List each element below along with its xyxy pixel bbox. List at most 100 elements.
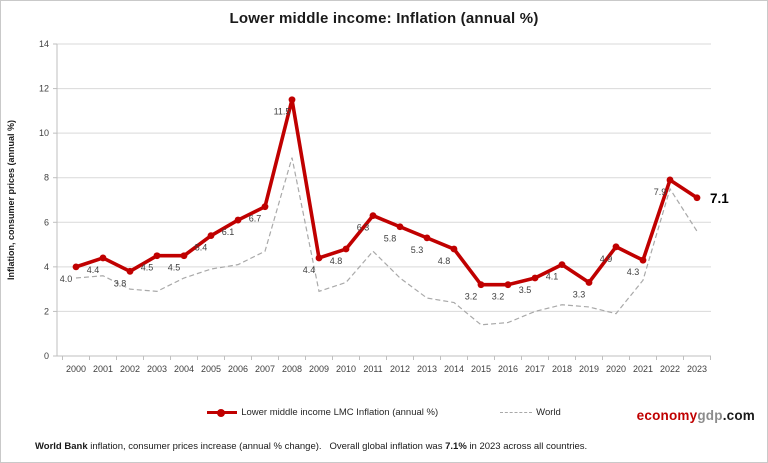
data-point-label: 4.4 xyxy=(303,265,316,275)
data-point xyxy=(504,281,512,289)
x-tick-label: 2001 xyxy=(93,364,113,374)
data-point xyxy=(369,212,377,220)
x-tick-label: 2022 xyxy=(660,364,680,374)
data-point-label: 7.9 xyxy=(654,187,667,197)
data-point-label: 4.9 xyxy=(600,254,613,264)
data-point xyxy=(234,216,242,224)
x-tick-label: 2016 xyxy=(498,364,518,374)
x-tick-label: 2021 xyxy=(633,364,653,374)
line-chart: 0 2 4 6 8 10 12 14 2000 2001 2002 2003 2004 2005 2006 2… xyxy=(6,39,729,374)
data-point-label: 6.1 xyxy=(222,227,235,237)
data-point-label: 3.8 xyxy=(114,278,127,288)
data-point-label: 5.4 xyxy=(195,243,208,253)
data-point-label: 5.8 xyxy=(384,234,397,244)
data-point xyxy=(288,96,296,104)
data-point xyxy=(585,279,593,286)
footer-source: World Bank xyxy=(35,441,88,452)
x-tick-label: 2005 xyxy=(201,364,221,374)
y-tick-label: 2 xyxy=(44,306,49,316)
x-tick-label: 2003 xyxy=(147,364,167,374)
y-tick-label: 8 xyxy=(44,173,49,183)
footer-text-a: inflation, consumer prices increase (ann… xyxy=(87,441,446,452)
legend-label-world: World xyxy=(536,407,561,418)
x-tick-label: 2010 xyxy=(336,364,356,374)
x-tick-label: 2000 xyxy=(66,364,86,374)
x-tick-label: 2006 xyxy=(228,364,248,374)
x-tick-label: 2020 xyxy=(606,364,626,374)
data-point-label: 6.3 xyxy=(357,223,370,233)
data-point xyxy=(99,254,107,262)
x-tick-label: 2002 xyxy=(120,364,140,374)
x-tick-label: 2019 xyxy=(579,364,599,374)
logo-gdp: gdp xyxy=(697,408,723,423)
logo-com: .com xyxy=(722,408,755,423)
x-tick-label: 2023 xyxy=(687,364,707,374)
legend-label-lmc: Lower middle income LMC Inflation (annua… xyxy=(241,407,439,418)
data-point xyxy=(315,254,323,262)
x-tick-label: 2004 xyxy=(174,364,194,374)
data-point xyxy=(639,256,647,264)
data-point-label: 4.8 xyxy=(330,256,343,266)
x-tick-label: 2018 xyxy=(552,364,572,374)
data-point xyxy=(207,232,215,240)
final-value-label: 7.1 xyxy=(710,191,729,206)
data-point-label: 4.5 xyxy=(168,263,181,273)
data-point-label: 3.2 xyxy=(465,292,478,302)
y-tick-label: 6 xyxy=(44,217,49,227)
x-tick-label: 2009 xyxy=(309,364,329,374)
chart-title: Lower middle income: Inflation (annual %… xyxy=(229,10,539,27)
site-logo: economygdp.com xyxy=(637,408,755,423)
logo-economy: economy xyxy=(636,408,698,423)
data-point xyxy=(612,243,620,251)
footer-value: 7.1% xyxy=(445,441,467,452)
data-point-label: 6.7 xyxy=(249,214,262,224)
chart-legend: Lower middle income LMC Inflation (annua… xyxy=(1,407,767,418)
data-point xyxy=(396,223,404,231)
data-point xyxy=(423,234,431,242)
x-tick-label: 2015 xyxy=(471,364,491,374)
data-point xyxy=(153,252,161,260)
data-point-label: 11.5 xyxy=(274,107,291,117)
x-tick-label: 2007 xyxy=(255,364,275,374)
y-tick-label: 0 xyxy=(44,351,49,361)
data-point-label: 4.5 xyxy=(141,263,154,273)
lmc-line-marker-icon xyxy=(207,408,238,417)
data-point-label: 4.0 xyxy=(60,274,73,284)
world-series-line xyxy=(75,157,698,326)
data-point-label: 4.3 xyxy=(627,267,640,277)
data-point xyxy=(666,176,674,184)
data-point xyxy=(180,252,188,260)
data-point-label: 3.5 xyxy=(519,285,532,295)
y-tick-label: 12 xyxy=(39,84,49,94)
data-point-label: 4.1 xyxy=(546,272,559,282)
y-tick-label: 10 xyxy=(39,128,49,138)
data-point xyxy=(72,263,80,271)
x-tick-label: 2017 xyxy=(525,364,545,374)
data-point xyxy=(558,261,566,269)
y-axis-title: Inflation, consumer prices (annual %) xyxy=(6,120,16,280)
lmc-series-line xyxy=(74,97,699,287)
world-line-marker-icon xyxy=(500,412,533,413)
legend-item-lmc: Lower middle income LMC Inflation (annua… xyxy=(207,407,438,418)
data-point-label: 4.8 xyxy=(438,256,451,266)
legend-item-world: World xyxy=(500,407,561,418)
x-tick-label: 2008 xyxy=(282,364,302,374)
footer-text-b: in 2023 across all countries. xyxy=(466,441,588,452)
y-tick-label: 14 xyxy=(39,39,49,49)
footer-note: World Bank inflation, consumer prices in… xyxy=(35,441,587,452)
data-point xyxy=(450,245,458,253)
data-point xyxy=(693,194,701,202)
data-point-label: 5.3 xyxy=(411,245,424,255)
x-tick-label: 2013 xyxy=(417,364,437,374)
data-point-label: 4.4 xyxy=(87,265,100,275)
data-point xyxy=(342,245,350,253)
y-tick-label: 4 xyxy=(44,262,49,272)
x-tick-label: 2012 xyxy=(390,364,410,374)
data-point xyxy=(531,274,539,282)
data-point xyxy=(261,203,269,211)
data-point-label: 3.3 xyxy=(573,289,586,299)
x-tick-label: 2011 xyxy=(363,364,382,374)
data-point xyxy=(477,281,485,289)
x-tick-label: 2014 xyxy=(444,364,464,374)
